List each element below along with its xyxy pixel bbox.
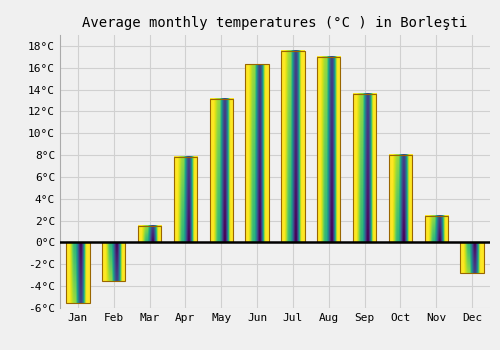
Bar <box>282 51 304 243</box>
Title: Average monthly temperatures (°C ) in Borleşti: Average monthly temperatures (°C ) in Bo… <box>82 16 468 30</box>
Bar <box>460 243 483 273</box>
Bar <box>210 99 233 243</box>
Bar <box>138 226 161 243</box>
Bar <box>317 57 340 243</box>
Bar <box>389 155 412 243</box>
Bar <box>102 243 126 281</box>
Bar <box>353 94 376 243</box>
Bar <box>424 216 448 243</box>
Bar <box>246 64 268 243</box>
Bar <box>66 243 90 302</box>
Bar <box>174 157 197 243</box>
